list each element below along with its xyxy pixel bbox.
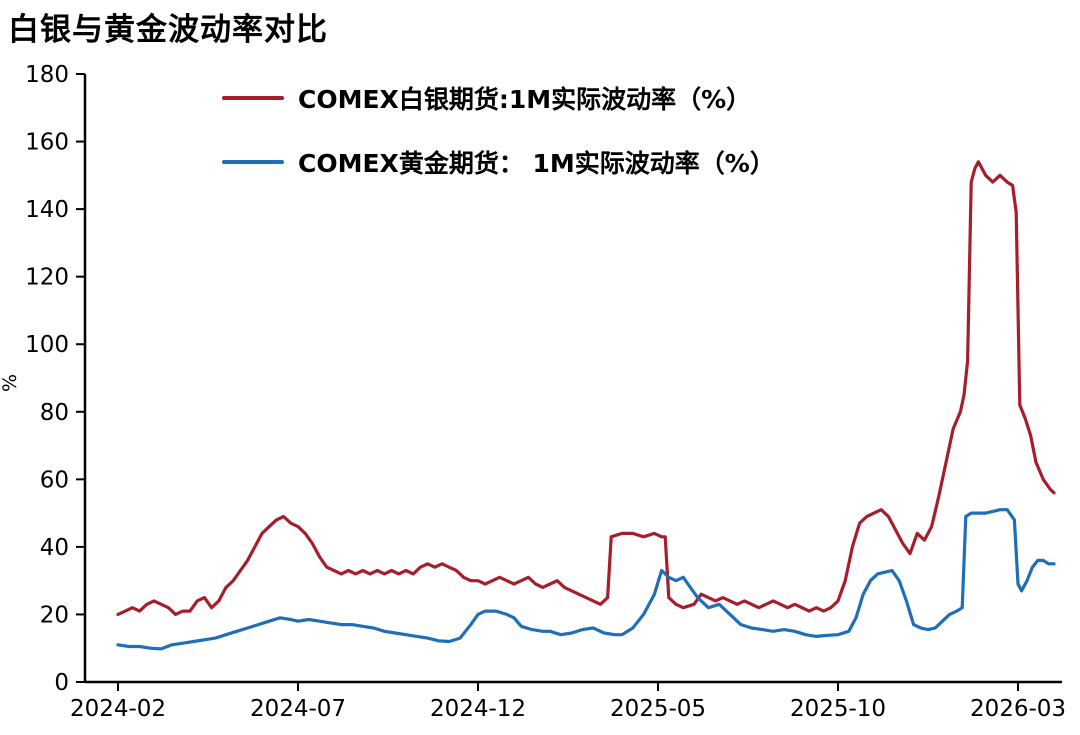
x-tick-label: 2025-05 [610, 696, 706, 722]
y-tick-label: 120 [25, 265, 69, 291]
y-tick-label: 40 [40, 535, 69, 561]
y-tick-label: 180 [25, 62, 69, 88]
legend-item-gold: COMEX黄金期货： 1M实际波动率（%） [222, 144, 775, 180]
y-tick-label: 160 [25, 130, 69, 156]
y-tick-label: 140 [25, 197, 69, 223]
series-line-1 [116, 508, 1056, 651]
legend-label-gold: COMEX黄金期货： 1M实际波动率（%） [298, 149, 775, 178]
x-tick-label: 2025-10 [790, 696, 886, 722]
x-tick-label: 2024-12 [430, 696, 526, 722]
y-tick-label: 0 [54, 670, 69, 696]
x-tick-label: 2024-02 [70, 696, 166, 722]
legend-swatch-silver [222, 96, 284, 100]
legend-item-silver: COMEX白银期货:1M实际波动率（%） [222, 80, 775, 116]
legend-swatch-gold [222, 160, 284, 164]
y-tick-label: 80 [40, 400, 69, 426]
y-tick-label: 100 [25, 332, 69, 358]
y-tick-label: 20 [40, 602, 69, 628]
y-tick-label: 60 [40, 467, 69, 493]
y-axis-label: % [0, 373, 21, 393]
legend-label-silver: COMEX白银期货:1M实际波动率（%） [298, 85, 752, 114]
chart-title: 白银与黄金波动率对比 [8, 12, 328, 48]
x-tick-label: 2024-07 [250, 696, 346, 722]
legend: COMEX白银期货:1M实际波动率（%） COMEX黄金期货： 1M实际波动率（… [222, 80, 775, 180]
series-line-0 [116, 160, 1056, 617]
x-tick-label: 2026-03 [970, 696, 1066, 722]
